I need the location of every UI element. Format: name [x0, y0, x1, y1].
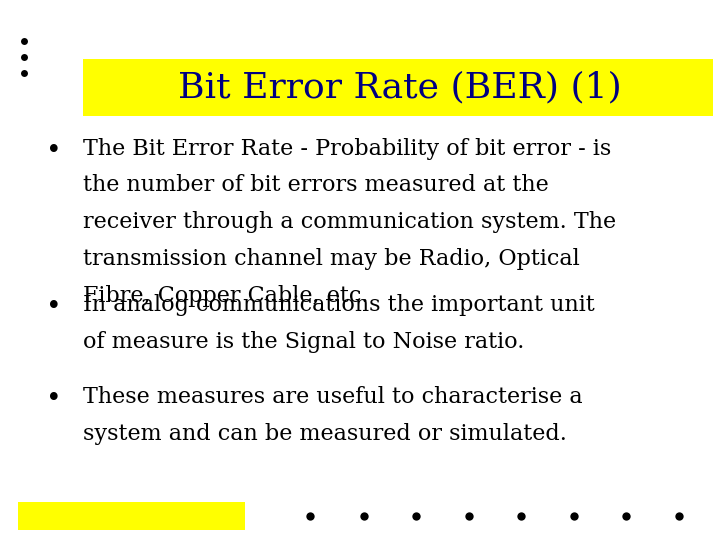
Bar	[18, 502, 245, 530]
Text: Fibre, Copper Cable, etc.: Fibre, Copper Cable, etc.	[83, 285, 369, 307]
Text: of measure is the Signal to Noise ratio.: of measure is the Signal to Noise ratio.	[83, 331, 524, 353]
Text: transmission channel may be Radio, Optical: transmission channel may be Radio, Optic…	[83, 248, 580, 270]
Text: •: •	[46, 386, 62, 411]
Text: receiver through a communication system. The: receiver through a communication system.…	[83, 211, 616, 233]
Text: •: •	[46, 294, 62, 319]
Text: The Bit Error Rate - Probability of bit error - is: The Bit Error Rate - Probability of bit …	[83, 138, 611, 160]
Text: system and can be measured or simulated.: system and can be measured or simulated.	[83, 423, 567, 445]
Text: These measures are useful to characterise a: These measures are useful to characteris…	[83, 386, 582, 408]
Bar	[83, 59, 713, 116]
Text: In analog communications the important unit: In analog communications the important u…	[83, 294, 595, 316]
Text: the number of bit errors measured at the: the number of bit errors measured at the	[83, 174, 549, 197]
Text: •: •	[46, 138, 62, 163]
Text: Bit Error Rate (BER) (1): Bit Error Rate (BER) (1)	[178, 71, 621, 104]
